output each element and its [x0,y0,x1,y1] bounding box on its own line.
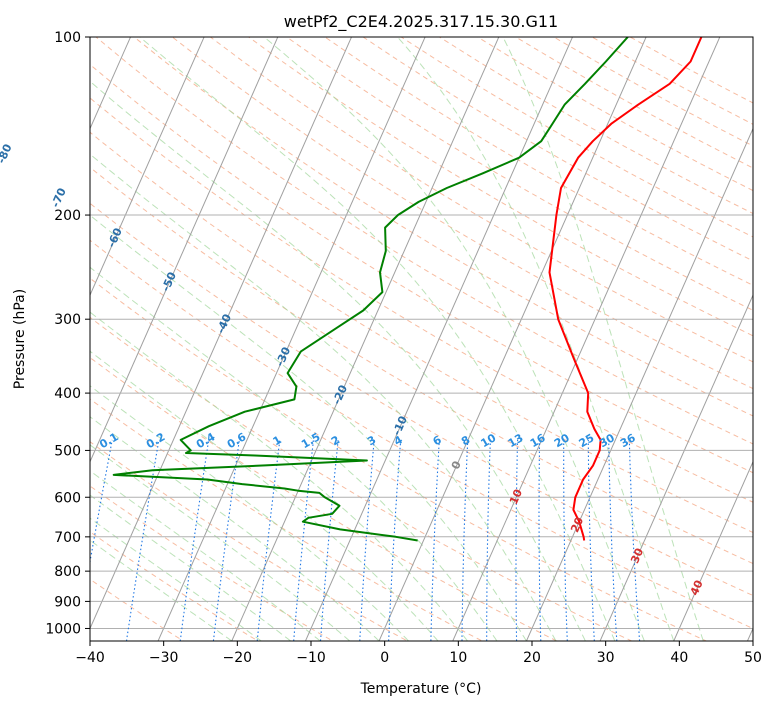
temperature-profile [548,37,703,541]
x-tick-label: −30 [149,650,179,666]
x-tick-label: 30 [597,650,615,666]
y-tick-label: 800 [54,564,81,580]
moist-adiabat [90,214,527,641]
dry-adiabat [171,37,753,390]
moist-adiabat [397,37,675,641]
dry-adiabat [247,37,753,337]
mixing-ratio-line [486,439,491,641]
dewpoint-profile [112,37,629,542]
isotherm-label: 40 [688,578,706,598]
y-axis-label: Pressure (hPa) [12,289,28,389]
moist-adiabat [502,37,704,641]
y-tick-label: 300 [54,312,81,328]
mixing-ratio-line [256,439,281,641]
isotherm-line [525,127,753,641]
x-tick-label: −10 [296,650,326,666]
dry-adiabat [90,131,753,534]
mixing-ratio-line [515,439,519,641]
dry-adiabat [90,277,708,641]
y-tick-label: 900 [54,594,81,610]
x-tick-label: 50 [744,650,762,666]
moist-adiabat [90,385,409,641]
mixing-ratio-line [628,439,641,641]
isotherm-line [304,37,574,641]
x-tick-label: 20 [523,650,541,666]
mixing-ratio-line [90,439,113,565]
chart-title: wetPf2_C2E4.2025.317.15.30.G11 [284,12,558,32]
isotherm-line [452,37,721,641]
mixing-ratio-line [319,439,339,641]
moist-adiabat [90,153,557,641]
y-tick-label: 500 [54,443,81,459]
moist-adiabat [139,37,616,641]
plot-area [90,37,753,641]
y-tick-label: 1000 [45,621,81,637]
moist-adiabat [90,494,292,641]
y-tick-label: 400 [54,386,81,402]
x-tick-label: 40 [670,650,688,666]
moist-adiabat [90,80,586,641]
dry-adiabat [90,239,753,630]
mixing-ratio-line [430,439,440,641]
moist-adiabat [90,539,233,641]
moist-adiabat [90,470,321,641]
isotherm-line [157,37,426,641]
isotherm-line [90,37,132,130]
moist-adiabat [90,444,351,641]
isotherm-line [90,37,205,297]
x-tick-label: 10 [449,650,467,666]
mixing-ratio-line [179,439,210,641]
dry-adiabat [95,37,753,445]
dry-adiabat [90,63,753,474]
dry-adiabat [90,398,484,641]
dry-adiabat [285,37,753,311]
dry-adiabat [90,485,334,641]
mixing-ratio-line [608,439,618,641]
dry-adiabat [90,166,753,565]
mixing-ratio-line [388,439,402,641]
x-axis-label: Temperature (°C) [360,681,482,697]
mixing-ratio-line [461,439,469,641]
isotherm-label: 20 [568,515,586,535]
x-tick-label: −20 [223,650,253,666]
mixing-ratio-line [563,439,568,641]
isotherm-line [90,37,353,630]
moist-adiabat [90,266,498,641]
dry-adiabat [90,356,558,641]
mixing-ratio-line [125,439,160,641]
moist-adiabat [263,37,645,641]
dry-adiabat [90,441,409,641]
mixing-ratio-line [212,439,240,641]
isotherm-label: 30 [628,546,646,566]
isotherm-line [378,37,647,641]
mixing-ratio-line [293,439,314,641]
y-tick-label: 700 [54,530,81,546]
moist-adiabat [90,416,380,641]
x-axis-ticks: −40 −30 −20 −10 0 10 20 30 40 50 [75,641,762,666]
y-tick-label: 100 [54,30,81,46]
dry-adiabat [90,531,259,641]
y-tick-label: 200 [54,208,81,224]
axes-frame [89,36,754,642]
mixing-ratio-line [359,439,375,641]
moist-adiabat [90,350,439,641]
isotherm-line [231,37,500,641]
isotherm-label: 10 [507,487,525,507]
moist-adiabat [90,517,262,641]
dry-adiabat [90,202,753,597]
y-axis-ticks: 100 200 300 400 500 600 700 800 900 1000 [45,30,90,637]
x-tick-label: 0 [380,650,389,666]
x-tick-label: −40 [75,650,105,666]
isotherm-line [599,293,753,641]
mixing-ratio-line [538,439,542,641]
y-tick-label: 600 [54,490,81,506]
isotherm-line [673,460,753,641]
mixing-ratio-line [587,439,595,641]
isotherm-line [90,37,279,464]
